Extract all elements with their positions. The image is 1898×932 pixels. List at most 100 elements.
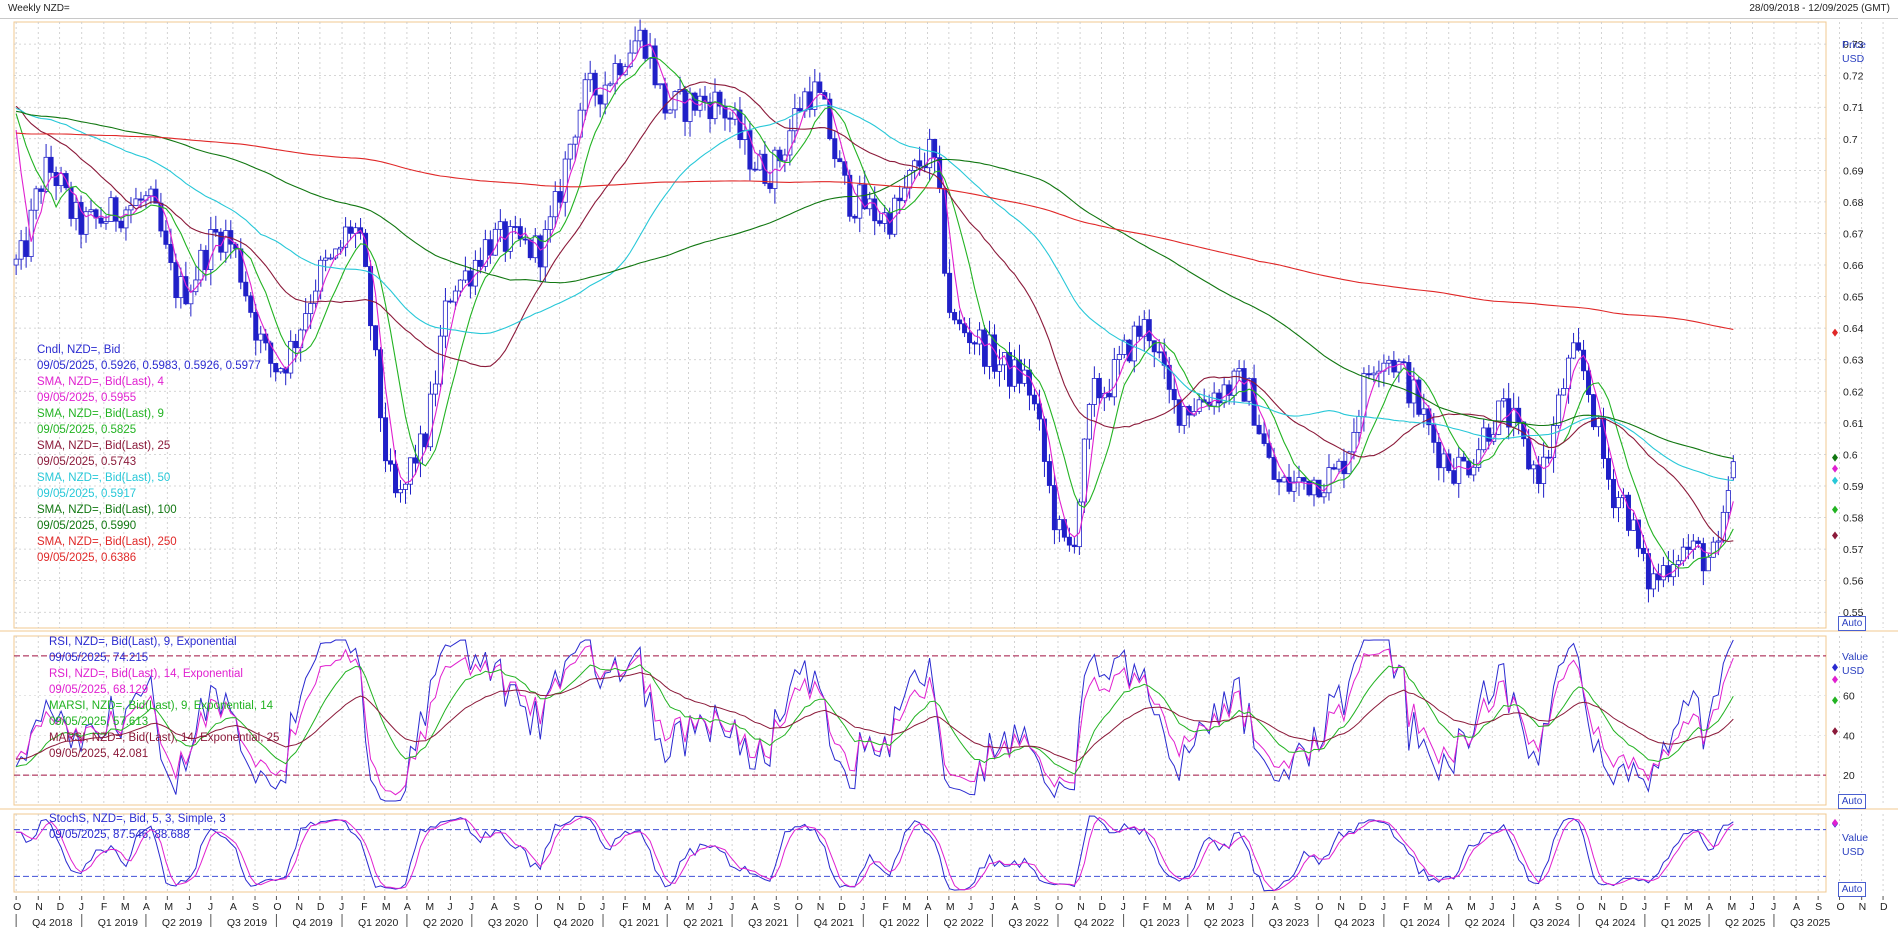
candle-body [1226,384,1232,396]
candle-body [517,226,523,240]
candle [1281,475,1287,483]
candle [702,85,708,111]
candle-body [253,312,259,341]
rsi-last-marker [1832,675,1838,684]
x-tick-label-month: F [1143,901,1149,913]
x-tick-label-month: M [946,901,955,913]
price-panel[interactable] [13,19,1838,603]
price-tick-label: 0.61 [1843,418,1864,430]
candle-body [657,83,663,86]
candle-body [1211,392,1217,407]
candle-body [1136,325,1142,337]
candle [597,94,603,118]
rsi-panel[interactable] [14,639,1838,802]
candle [378,347,384,432]
candle-body [1635,519,1641,549]
candle [762,141,768,187]
candle [987,320,993,380]
price-panel-frame [13,21,1827,629]
candle-body [1181,406,1187,426]
candle [452,285,458,310]
candle-body [328,257,334,260]
candle [268,340,274,378]
rsi-legend-entry: RSI, NZD=, Bid(Last), 9, Exponential [49,636,237,648]
candle [118,216,124,233]
candle [1476,437,1482,472]
price-auto-button[interactable]: Auto [1838,616,1866,631]
candle [502,218,508,262]
candle-body [1481,427,1487,451]
candle [1266,429,1272,460]
candle-body [752,168,758,171]
sma-25-line [15,81,1734,543]
x-tick-label-month: D [317,901,325,913]
candle [1026,359,1032,411]
candle-body [1581,349,1587,372]
candle-body [1386,359,1392,364]
candle-body [927,138,933,169]
price-tick-label: 0.66 [1843,260,1864,272]
candle [1231,368,1237,405]
candle [328,253,334,261]
candle-body [1051,485,1057,531]
date-range: 28/09/2018 - 12/09/2025 (GMT) [1749,3,1890,14]
candle [1366,364,1372,380]
candle [562,151,568,217]
candle-body [18,240,24,260]
price-legend: Cndl, NZD=, Bid 09/05/2025, 0.5926, 0.598… [37,342,261,566]
candle [602,71,608,115]
stoch-auto-button[interactable]: Auto [1838,882,1866,897]
candle-body [188,291,194,305]
candle-body [1331,467,1337,470]
candle [1241,360,1247,402]
x-tick-label-month: A [1533,901,1540,913]
candle-body [832,138,838,160]
candle-body [1551,425,1557,459]
candle-body [43,156,49,192]
x-tick-label-month: M [1684,901,1693,913]
candle-body [1251,378,1257,426]
candle-body [1426,408,1432,426]
candle [1396,358,1402,383]
candle [73,194,79,231]
candle-body [1086,404,1092,440]
candle-body [268,342,274,364]
candle-body [103,221,109,224]
candle-body [1371,372,1377,376]
price-legend-entry: 09/05/2025, 0.5825 [37,424,137,436]
x-tick-label-month: S [1555,901,1562,913]
candle-body [1476,449,1482,468]
rsi-auto-button[interactable]: Auto [1838,794,1866,809]
candle-body [987,334,993,367]
candle-body [1645,553,1651,590]
candle [747,121,753,181]
candle-body [1650,573,1656,590]
candle-body [178,276,184,299]
candle-body [1321,492,1327,498]
candle-body [1431,424,1437,443]
candle-body [652,45,658,86]
candle-body [273,363,279,373]
candle-body [1695,540,1701,544]
candle [1071,536,1077,554]
candle [98,206,104,228]
rsi-legend-entry: MARSI, NZD=, Bid(Last), 9, Exponential, … [49,700,274,712]
rsi-legend: RSI, NZD=, Bid(Last), 9, Exponential 09/0… [49,634,279,762]
candle-body [1231,370,1237,396]
candle [432,370,438,407]
candle-body [732,109,738,120]
candle [1561,378,1567,396]
candle-body [527,239,533,259]
candle [877,211,883,227]
rsi-tick-label: 20 [1843,770,1855,782]
candle-body [1286,476,1292,492]
stoch-panel[interactable] [14,815,1838,892]
candle [967,317,973,355]
candle [1086,402,1092,450]
candle [1036,389,1042,431]
candle-body [23,240,29,257]
candle-body [1336,460,1342,470]
candle-body [1106,393,1112,398]
